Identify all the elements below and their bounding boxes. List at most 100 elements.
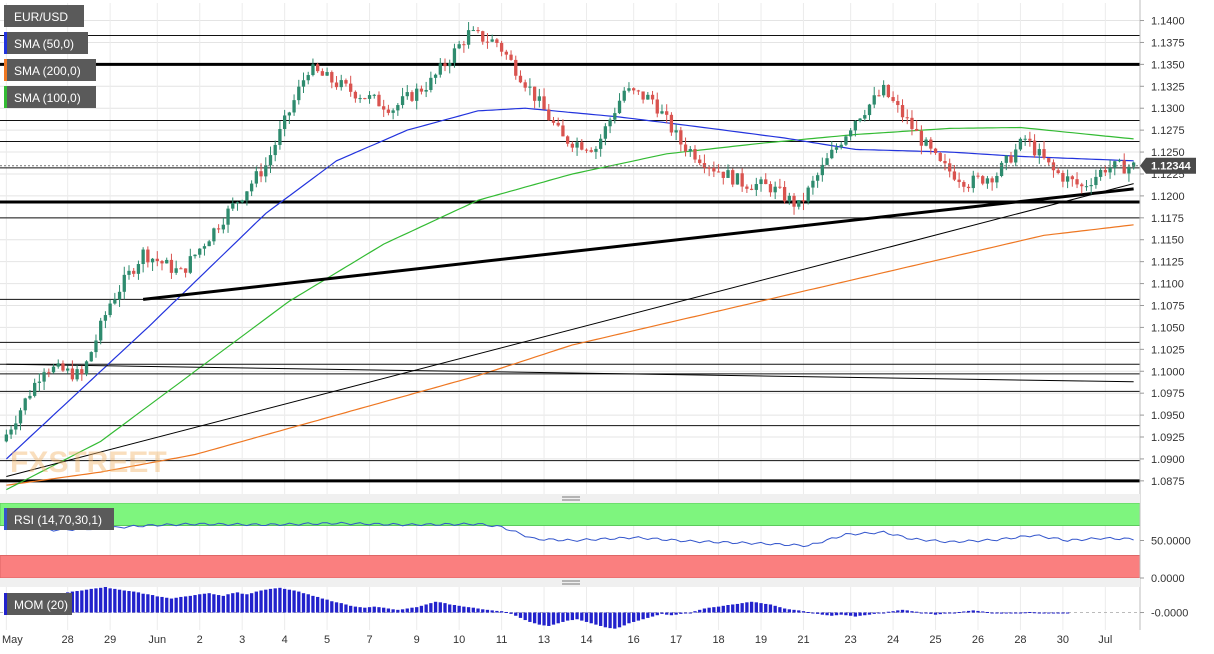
panel-separator-mom[interactable] — [0, 578, 1140, 587]
candle-down — [650, 94, 655, 100]
legend-sma50-label: SMA (50,0) — [14, 37, 74, 51]
mom-bar — [320, 598, 325, 613]
candle-down — [768, 184, 773, 193]
mom-bar — [962, 611, 966, 613]
legend-instrument[interactable]: EUR/USD — [4, 5, 84, 27]
candle-up — [438, 63, 442, 75]
candle-down — [792, 195, 796, 207]
mom-bar — [141, 593, 145, 613]
trendline — [6, 363, 1134, 383]
mom-bar — [499, 611, 504, 613]
price-tick-label: 1.1400 — [1151, 16, 1185, 28]
mom-bar — [957, 611, 961, 613]
time-tick-label: 11 — [496, 634, 507, 646]
candle-up — [1004, 155, 1008, 163]
mom-bar — [301, 593, 306, 613]
price-tick-label: 1.1200 — [1151, 191, 1185, 203]
legend-mom[interactable]: MOM (20) — [4, 593, 72, 615]
mom-bar — [669, 612, 674, 616]
candle-up — [924, 139, 928, 146]
mom-bar — [495, 610, 499, 613]
mom-bar — [745, 602, 749, 613]
time-tick-label: 17 — [670, 634, 682, 646]
mom-bar — [146, 594, 150, 613]
mom-bar — [330, 601, 334, 613]
panel-separator-rsi[interactable] — [0, 494, 1140, 503]
mom-bar — [363, 607, 367, 613]
candle-down — [216, 228, 221, 230]
mom-bar — [254, 591, 258, 613]
candle-down — [943, 160, 947, 164]
mom-bar — [70, 591, 75, 613]
mom-bar — [249, 593, 254, 613]
legend-rsi[interactable]: RSI (14,70,30,1) — [4, 508, 114, 530]
mom-bar — [259, 590, 263, 613]
candle-up — [1113, 161, 1117, 168]
candle-down — [80, 369, 84, 375]
candle-down — [580, 142, 584, 150]
candle-down — [698, 159, 702, 164]
candle-down — [476, 30, 480, 32]
candle-down — [584, 149, 589, 151]
candle-down — [259, 171, 263, 177]
candle-up — [452, 48, 457, 64]
candle-up — [42, 372, 46, 382]
mom-bar — [599, 612, 603, 626]
mom-bar — [882, 612, 886, 614]
mom-bar — [981, 611, 985, 613]
candle-up — [617, 100, 622, 114]
mom-bar — [589, 612, 593, 624]
mom-bar — [476, 608, 480, 613]
candle-down — [636, 90, 641, 92]
candle-up — [622, 90, 626, 101]
time-tick-label: 5 — [324, 634, 330, 646]
mom-bar — [509, 612, 513, 614]
sma100-color-swatch — [4, 86, 7, 108]
time-tick-label: 23 — [845, 634, 857, 646]
candle-down — [320, 71, 325, 76]
candle-down — [146, 249, 150, 263]
mom-bar — [415, 607, 419, 613]
candle-down — [1042, 149, 1046, 159]
legend-sma50[interactable]: SMA (50,0) — [4, 32, 88, 54]
mom-bar — [966, 610, 971, 613]
candle-up — [627, 88, 631, 91]
time-tick-label: 2 — [197, 634, 203, 646]
mom-bar — [929, 612, 933, 614]
candle-up — [806, 187, 810, 202]
mom-bar — [518, 612, 523, 618]
mom-bar — [608, 612, 612, 629]
resize-handle-rsi-icon[interactable] — [562, 496, 580, 501]
mom-bar — [235, 592, 240, 613]
candle-down — [1061, 172, 1065, 182]
candle-down — [655, 99, 659, 114]
candle-up — [608, 119, 612, 127]
candle-down — [731, 170, 735, 185]
mom-bar — [278, 587, 282, 613]
mom-bar — [1023, 612, 1027, 614]
resize-handle-mom-icon[interactable] — [562, 580, 580, 585]
legend-sma100[interactable]: SMA (100,0) — [4, 86, 96, 108]
price-tick-label: 1.1350 — [1151, 59, 1185, 71]
legend-sma200[interactable]: SMA (200,0) — [4, 59, 96, 81]
candle-up — [1018, 138, 1023, 150]
mom-bar — [122, 590, 126, 613]
candle-down — [962, 182, 966, 187]
candle-up — [811, 180, 815, 188]
mom-bar — [811, 612, 815, 614]
current-price-tag: 1.12344 — [1140, 157, 1196, 174]
mom-bar — [971, 610, 975, 613]
candle-up — [726, 170, 730, 178]
candle-up — [773, 186, 777, 193]
mom-bar — [716, 606, 721, 613]
mom-bar — [830, 612, 834, 616]
candle-up — [99, 320, 103, 341]
mom-bar — [117, 589, 122, 613]
mom-bar — [316, 596, 320, 613]
candle-down — [801, 200, 806, 202]
mom-bar — [457, 605, 461, 613]
mom-bar — [787, 609, 791, 613]
candle-down — [749, 188, 754, 190]
candle-down — [891, 97, 895, 102]
